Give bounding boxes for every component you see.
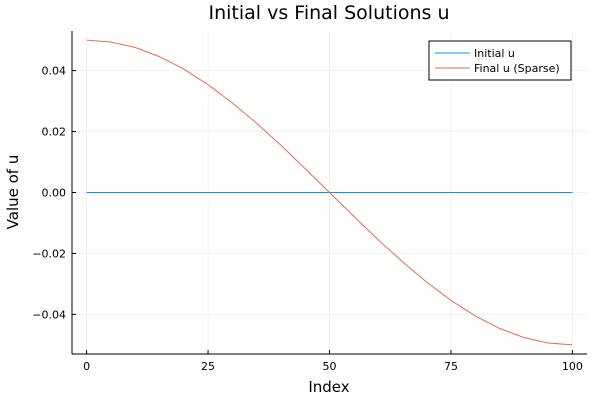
x-tick-label: 25	[201, 360, 215, 373]
x-tick-label: 50	[323, 360, 337, 373]
ticks: 0 25 50 75 100 −0.04 −0.02 0.00 0.02 0.04	[32, 65, 583, 373]
y-tick-label: −0.04	[32, 308, 66, 321]
legend-box	[428, 40, 572, 81]
x-tick-label: 0	[83, 360, 90, 373]
series-line-final-u-sparse	[86, 39, 573, 346]
y-tick-label: −0.02	[32, 247, 66, 260]
legend-label-final-u: Final u (Sparse)	[474, 62, 560, 75]
chart-title: Initial vs Final Solutions u	[208, 2, 449, 24]
y-tick-label: 0.04	[42, 65, 67, 78]
y-tick-label: 0.02	[42, 126, 67, 139]
legend-label-initial-u: Initial u	[474, 47, 515, 60]
y-tick-label: 0.00	[42, 187, 67, 200]
legend: Initial u Final u (Sparse)	[428, 40, 572, 81]
x-tick-label: 75	[444, 360, 458, 373]
series	[86, 39, 573, 346]
y-axis-title: Value of u	[4, 155, 22, 230]
x-axis-title: Index	[308, 378, 349, 396]
x-tick-label: 100	[562, 360, 583, 373]
